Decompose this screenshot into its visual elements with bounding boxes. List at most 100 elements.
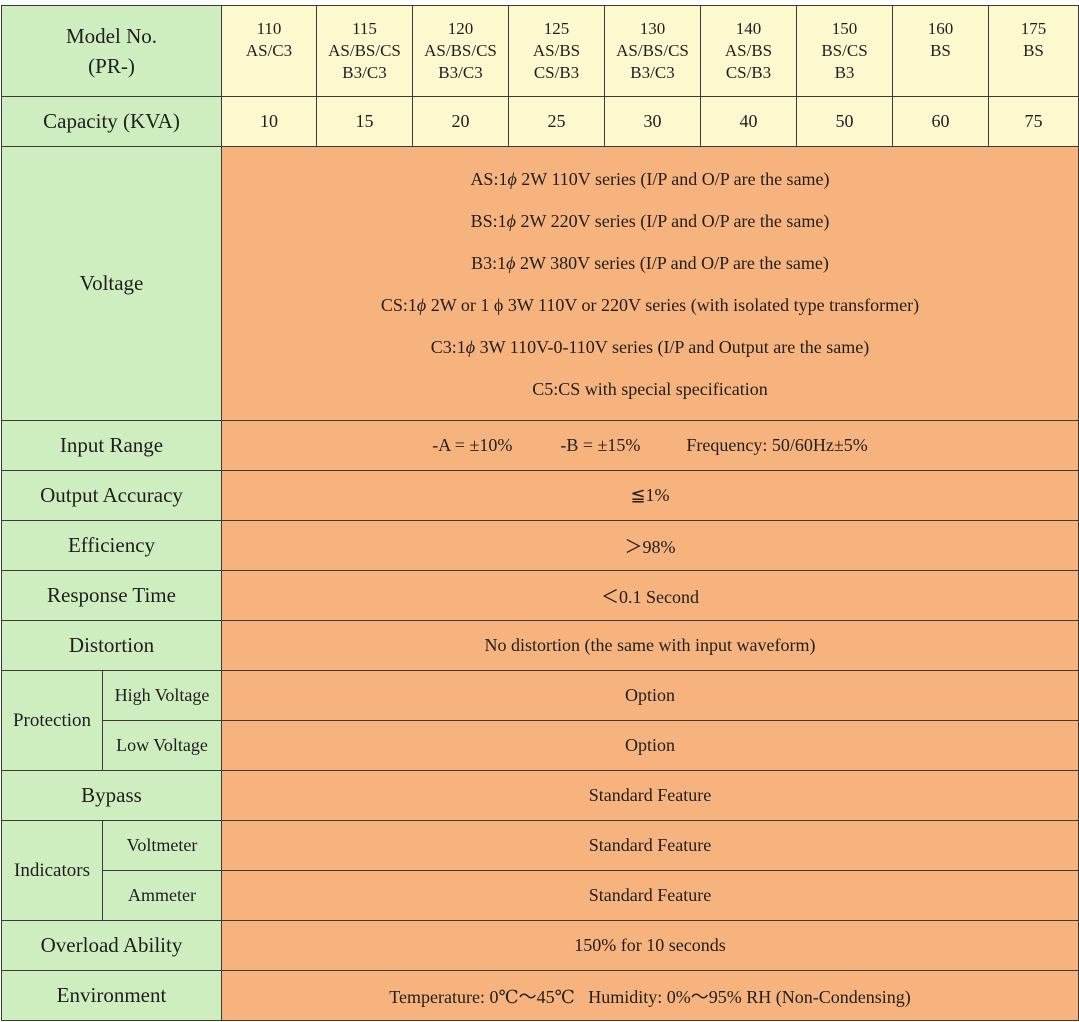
voltmeter-value: Standard Feature [221,820,1079,871]
protection-high-row: Protection High Voltage Option [1,670,1079,771]
phi-symbol: ϕ [507,168,517,189]
bypass-row: Bypass Standard Feature [1,770,1079,821]
model-variant-2: CS/B3 [533,63,580,82]
capacity-value: 20 [412,96,509,147]
model-variant: AS/BS/CS [328,41,401,60]
model-variant-2 [894,62,988,84]
indicators-ammeter-row: Ammeter Standard Feature [2,870,1079,921]
voltmeter-label: Voltmeter [102,820,222,871]
indicators-voltmeter-row: Indicators Voltmeter Standard Feature [1,820,1079,921]
phi-symbol: ϕ [465,336,476,357]
model-cell: 175 BS [988,5,1079,97]
response-time-row: Response Time ＜0.1 Second [1,570,1079,621]
overload-value: 150% for 10 seconds [221,920,1079,971]
protection-label: Protection [1,670,103,771]
efficiency-row: Efficiency ＞98% [1,520,1079,571]
model-number: 110 [256,19,282,38]
model-variant: AS/C3 [245,41,293,60]
voltage-line-b3: B3:1ϕ 2W 380V series (I/P and O/P are th… [471,252,829,273]
voltage-line-c3: C3:1ϕ 3W 110V-0-110V series (I/P and Out… [430,336,870,357]
model-variant-2: B3/C3 [630,63,675,82]
environment-label: Environment [1,970,222,1021]
capacity-value: 60 [892,96,989,147]
model-label-line1: Model No. [66,24,157,48]
input-range-b: -B = ±15% [560,435,641,455]
ammeter-value: Standard Feature [221,870,1079,921]
response-time-value: ＜0.1 Second [221,570,1079,621]
output-accuracy-label: Output Accuracy [1,470,222,521]
input-range-value: -A = ±10% -B = ±15% Frequency: 50/60Hz±5% [221,420,1079,471]
overload-label: Overload Ability [1,920,222,971]
model-variant: AS/BS/CS [616,41,689,60]
model-variant: BS [1023,41,1044,60]
model-cell: 130 AS/BS/CS B3/C3 [604,5,701,97]
model-number: 140 [735,19,762,38]
voltage-row: Voltage AS:1ϕ 2W 110V series (I/P and O/… [1,146,1079,421]
voltage-description: AS:1ϕ 2W 110V series (I/P and O/P are th… [221,146,1079,421]
model-variant: BS [930,41,951,60]
model-row: Model No. (PR-) 110 AS/C3 115 AS/BS/CS B… [1,5,1079,97]
phi-symbol: ϕ [506,252,516,273]
capacity-label: Capacity (KVA) [1,96,222,147]
phi-symbol: ϕ [506,210,516,231]
voltage-line-as: AS:1ϕ 2W 110V series (I/P and O/P are th… [470,168,830,189]
input-range-a: -A = ±10% [432,435,513,455]
model-variant-2 [990,62,1078,84]
input-frequency: Frequency: 50/60Hz±5% [686,435,868,455]
distortion-row: Distortion No distortion (the same with … [1,620,1079,671]
input-range-row: Input Range -A = ±10% -B = ±15% Frequency:… [1,420,1079,471]
model-variant-2: CS/B3 [725,63,772,82]
model-cell: 150 BS/CS B3 [796,5,893,97]
model-cell: 160 BS [892,5,989,97]
model-number: 120 [447,19,474,38]
voltage-line-c5: C5:CS with special specification [532,378,768,399]
voltage-line-bs: BS:1ϕ 2W 220V series (I/P and O/P are th… [470,210,830,231]
distortion-value: No distortion (the same with input wavef… [221,620,1079,671]
protection-low-row: Low Voltage Option [2,720,1079,771]
capacity-value: 50 [796,96,893,147]
indicators-label: Indicators [1,820,103,921]
model-variant-2: B3 [834,63,855,82]
model-variant: BS/CS [821,41,868,60]
model-number: 160 [927,19,954,38]
capacity-value: 30 [604,96,701,147]
model-number: 115 [352,19,377,38]
low-voltage-label: Low Voltage [102,720,222,771]
capacity-value: 25 [508,96,605,147]
model-cell: 115 AS/BS/CS B3/C3 [316,5,413,97]
spec-table: Model No. (PR-) 110 AS/C3 115 AS/BS/CS B… [1,5,1079,1021]
bypass-value: Standard Feature [221,770,1079,821]
capacity-value: 10 [221,96,317,147]
high-voltage-value: Option [221,670,1079,721]
voltage-label: Voltage [1,146,222,421]
environment-value: Temperature: 0℃～45℃ Humidity: 0%～95% RH … [221,970,1079,1021]
response-time-label: Response Time [1,570,222,621]
efficiency-value: ＞98% [221,520,1079,571]
capacity-value: 75 [988,96,1079,147]
output-accuracy-value: ≦1% [221,470,1079,521]
model-cell: 110 AS/C3 [221,5,317,97]
output-accuracy-row: Output Accuracy ≦1% [1,470,1079,521]
voltage-line-cs: CS:1ϕ 2W or 1 ϕ 3W 110V or 220V series (… [380,294,920,315]
model-label-cell: Model No. (PR-) [1,5,222,97]
low-voltage-value: Option [221,720,1079,771]
model-cell: 125 AS/BS CS/B3 [508,5,605,97]
ammeter-label: Ammeter [102,870,222,921]
distortion-label: Distortion [1,620,222,671]
model-variant: AS/BS [724,41,773,60]
model-variant-2: B3/C3 [342,63,387,82]
input-range-label: Input Range [1,420,222,471]
phi-symbol: ϕ [416,294,427,315]
model-number: 130 [639,19,666,38]
model-cell: 140 AS/BS CS/B3 [700,5,797,97]
model-number: 175 [1020,19,1047,38]
efficiency-label: Efficiency [1,520,222,571]
model-number: 150 [831,19,858,38]
capacity-value: 40 [700,96,797,147]
model-variant: AS/BS/CS [424,41,497,60]
model-variant: AS/BS [532,41,581,60]
model-number: 125 [543,19,570,38]
model-variant-2 [223,62,316,84]
capacity-row: Capacity (KVA) 10 15 20 25 30 40 50 60 7… [1,96,1079,147]
high-voltage-label: High Voltage [102,670,222,721]
